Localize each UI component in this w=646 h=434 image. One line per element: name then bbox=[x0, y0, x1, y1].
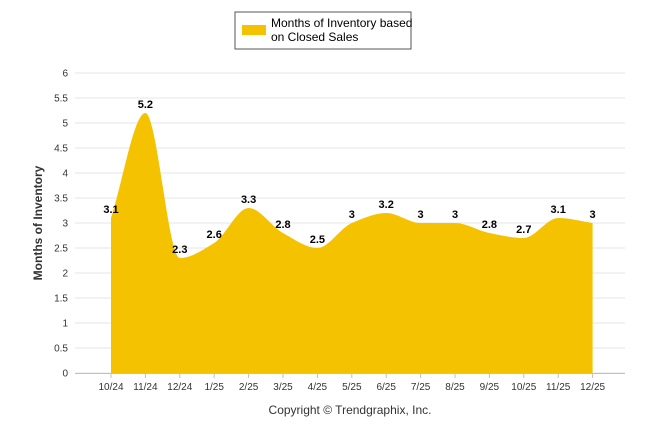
data-label: 2.8 bbox=[275, 219, 290, 231]
legend-series-name-line-1: Months of Inventory based bbox=[271, 16, 412, 30]
y-tick-label: 4 bbox=[62, 169, 68, 180]
y-axis-title: Months of Inventory bbox=[31, 165, 45, 280]
data-label: 2.6 bbox=[207, 229, 222, 241]
y-tick-label: 3 bbox=[62, 219, 68, 230]
data-label: 3 bbox=[590, 209, 596, 221]
data-label: 3.1 bbox=[103, 204, 118, 216]
data-label: 3.3 bbox=[241, 194, 256, 206]
x-tick-label: 6/25 bbox=[376, 382, 396, 393]
x-tick-label: 12/25 bbox=[580, 382, 605, 393]
y-tick-label: 2.5 bbox=[54, 244, 68, 255]
y-tick-label: 4.5 bbox=[54, 144, 68, 155]
y-tick-label: 0 bbox=[62, 369, 68, 380]
x-tick-label: 11/25 bbox=[546, 382, 571, 393]
y-tick-label: 1.5 bbox=[54, 294, 68, 305]
x-tick-label: 7/25 bbox=[411, 382, 431, 393]
legend: Months of Inventory based on Closed Sale… bbox=[234, 11, 412, 50]
x-tick-label: 3/25 bbox=[273, 382, 293, 393]
x-tick-label: 5/25 bbox=[342, 382, 362, 393]
data-label: 3 bbox=[418, 209, 424, 221]
y-tick-label: 3.5 bbox=[54, 194, 68, 205]
x-tick-label: 9/25 bbox=[480, 382, 500, 393]
y-axis-ticks: 0 0.5 1 1.5 2 2.5 3 3.5 4 4.5 5 5.5 6 bbox=[54, 69, 68, 380]
legend-swatch bbox=[242, 25, 266, 35]
x-tick-label: 11/24 bbox=[133, 382, 158, 393]
data-label: 3 bbox=[349, 209, 355, 221]
x-tick-label: 12/24 bbox=[167, 382, 192, 393]
x-tick-label: 10/24 bbox=[98, 382, 123, 393]
x-axis-ticks: 10/24 11/24 12/24 1/25 2/25 3/25 4/25 5/25 6/25 7… bbox=[98, 373, 606, 393]
inventory-area bbox=[111, 113, 593, 373]
x-tick-label: 8/25 bbox=[445, 382, 465, 393]
data-label: 3 bbox=[452, 209, 458, 221]
copyright-credit: Copyright © Trendgraphix, Inc. bbox=[269, 403, 432, 417]
data-label: 3.2 bbox=[379, 199, 394, 211]
data-label: 2.3 bbox=[172, 244, 187, 256]
y-tick-label: 2 bbox=[62, 269, 68, 280]
x-tick-label: 1/25 bbox=[204, 382, 224, 393]
data-label: 2.7 bbox=[516, 224, 531, 236]
data-label: 2.8 bbox=[482, 219, 497, 231]
data-label: 3.1 bbox=[551, 204, 566, 216]
data-label: 2.5 bbox=[310, 234, 325, 246]
y-tick-label: 5 bbox=[62, 119, 68, 130]
data-label: 5.2 bbox=[138, 99, 153, 111]
y-tick-label: 5.5 bbox=[54, 94, 68, 105]
y-tick-label: 6 bbox=[62, 69, 68, 80]
y-tick-label: 0.5 bbox=[54, 344, 68, 355]
x-tick-label: 10/25 bbox=[511, 382, 536, 393]
y-tick-label: 1 bbox=[62, 319, 68, 330]
data-labels: 3.1 5.2 2.3 2.6 3.3 2.8 2.5 3 3.2 3 3 2.8 2.7 3.1 3 bbox=[103, 99, 595, 256]
legend-series-name-line-2: on Closed Sales bbox=[271, 30, 358, 44]
x-tick-label: 4/25 bbox=[308, 382, 328, 393]
x-tick-label: 2/25 bbox=[239, 382, 259, 393]
